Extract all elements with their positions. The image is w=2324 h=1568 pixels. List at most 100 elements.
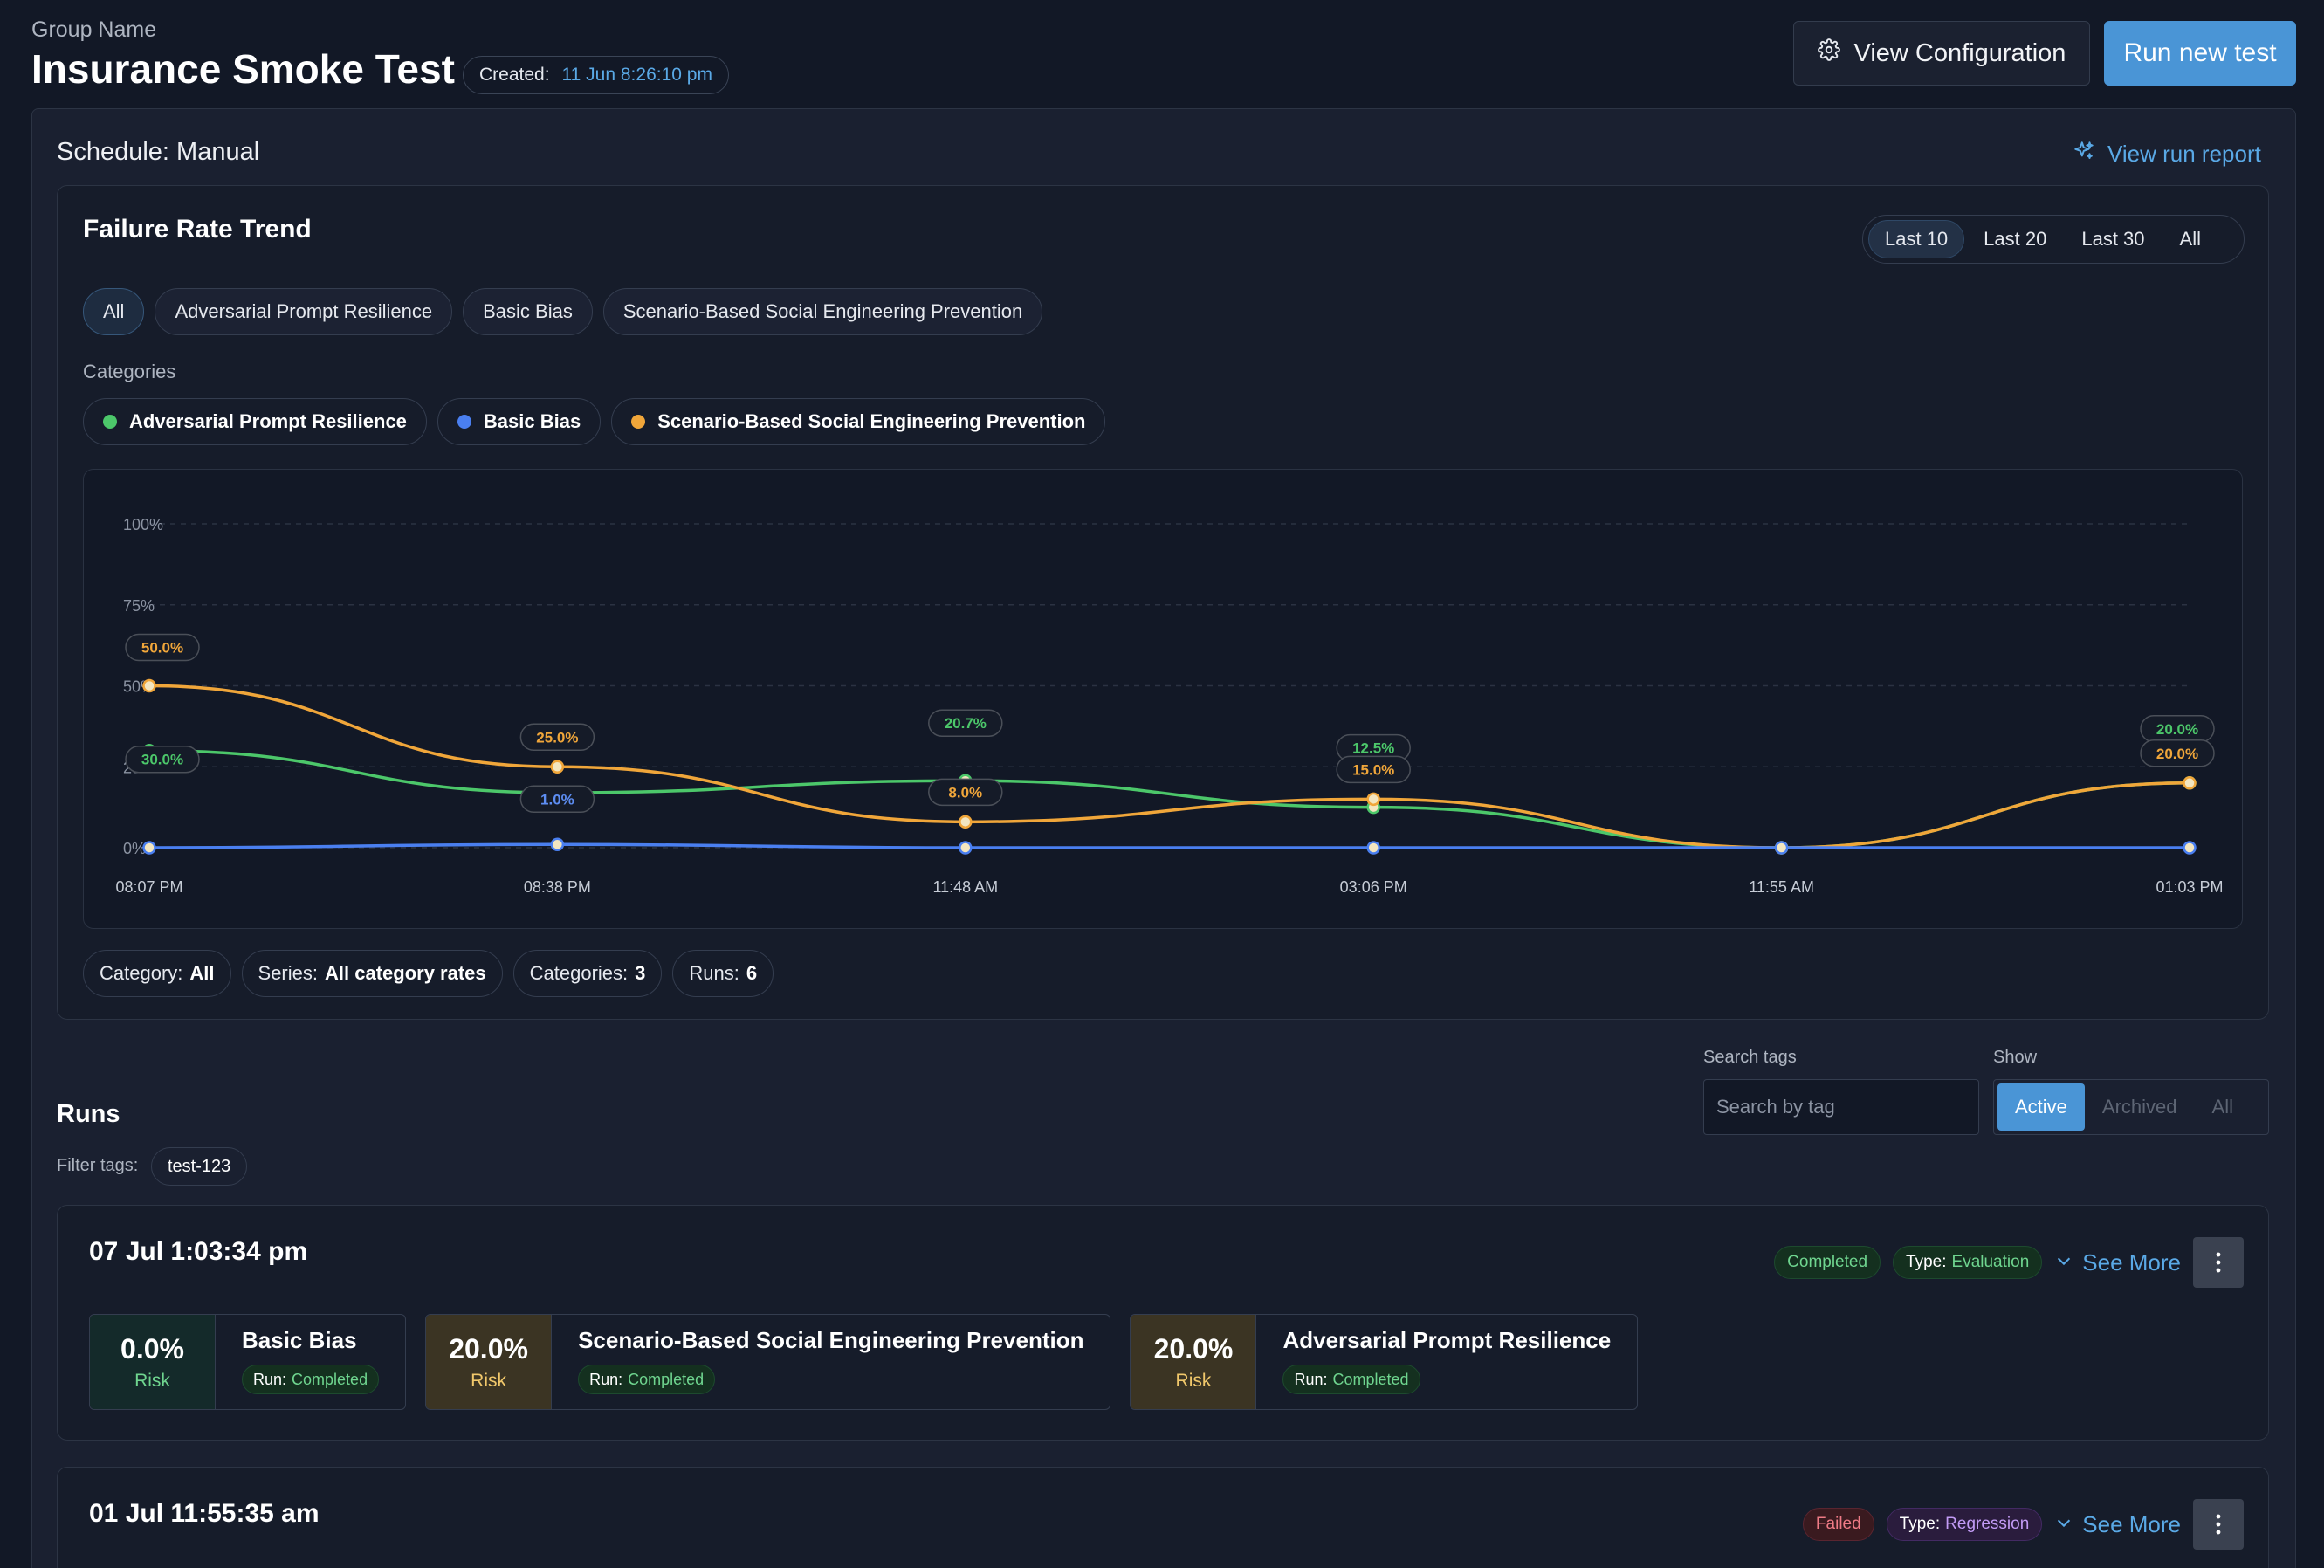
risk-card[interactable]: 20.0% Risk Adversarial Prompt Resilience…	[1130, 1314, 1639, 1410]
run-status-badge: Run: Completed	[242, 1365, 380, 1394]
data-label: 25.0%	[536, 729, 578, 746]
risk-card[interactable]: 0.0% Risk Basic Bias Run: Completed	[89, 1314, 407, 1410]
risk-percent: 20.0%	[449, 1332, 528, 1365]
data-point	[550, 837, 565, 852]
legend-social-engineering[interactable]: Scenario-Based Social Engineering Preven…	[611, 398, 1106, 445]
filter-chip-social-engineering[interactable]: Scenario-Based Social Engineering Preven…	[602, 288, 1043, 335]
risk-category-name: Basic Bias	[242, 1327, 357, 1353]
risk-score: 20.0% Risk	[1131, 1315, 1257, 1409]
summary-key: Categories:	[529, 962, 629, 984]
range-all[interactable]: All	[2179, 228, 2201, 250]
data-point	[1366, 792, 1380, 807]
data-label-pill	[519, 723, 595, 751]
view-configuration-button[interactable]: View Configuration	[1793, 21, 2090, 86]
summary-categories: Categories: 3	[512, 950, 663, 997]
summary-key: Series:	[258, 962, 318, 984]
summary-value: 3	[635, 962, 646, 984]
legend-basic-bias[interactable]: Basic Bias	[437, 398, 602, 445]
x-tick-label: 08:38 PM	[524, 878, 591, 896]
run-card: 01 Jul 11:55:35 am Failed Type: Regressi…	[57, 1467, 2269, 1568]
show-toggle: Active Archived All	[1993, 1079, 2269, 1135]
x-tick-label: 01:03 PM	[2156, 878, 2223, 896]
see-more-label: See More	[2082, 1248, 2181, 1276]
status-badge: Failed	[1802, 1508, 1874, 1541]
filter-chip-basic-bias[interactable]: Basic Bias	[463, 288, 593, 335]
run-status-badge: Run: Completed	[1282, 1365, 1420, 1394]
chart-legend: Adversarial Prompt Resilience Basic Bias…	[83, 398, 1106, 445]
kebab-icon	[2216, 1252, 2221, 1273]
run-status-key: Run:	[1294, 1370, 1328, 1388]
legend-dot-orange	[631, 415, 646, 429]
created-badge: Created: 11 Jun 8:26:10 pm	[463, 56, 729, 94]
risk-card[interactable]: 20.0% Risk Scenario-Based Social Enginee…	[425, 1314, 1111, 1410]
risk-info: Scenario-Based Social Engineering Preven…	[552, 1315, 1110, 1409]
data-label-pill	[125, 633, 200, 662]
data-label-pill	[928, 709, 1003, 737]
schedule-label: Schedule: Manual	[57, 138, 260, 166]
view-run-report-label: View run report	[2107, 141, 2261, 167]
risk-label: Risk	[134, 1370, 170, 1391]
see-more-button[interactable]: See More	[2054, 1511, 2181, 1538]
risk-info: Adversarial Prompt Resilience Run: Compl…	[1256, 1315, 1637, 1409]
x-tick-label: 11:48 AM	[932, 878, 998, 896]
data-label: 15.0%	[1352, 761, 1394, 778]
series-line	[148, 684, 2190, 849]
data-label: 20.0%	[2156, 721, 2198, 738]
tag-chip[interactable]: test-123	[151, 1147, 248, 1186]
show-archived-button[interactable]: Archived	[2101, 1096, 2177, 1118]
status-badge: Completed	[1774, 1246, 1881, 1279]
risk-category-name: Scenario-Based Social Engineering Preven…	[578, 1327, 1084, 1353]
data-label-pill	[2140, 739, 2215, 767]
data-point	[2183, 776, 2197, 790]
run-card: 07 Jul 1:03:34 pm Completed Type: Evalua…	[57, 1205, 2269, 1441]
filter-chip-adversarial[interactable]: Adversarial Prompt Resilience	[155, 288, 453, 335]
see-more-button[interactable]: See More	[2054, 1249, 2181, 1276]
run-status-value: Completed	[292, 1370, 368, 1388]
chevron-down-icon	[2054, 1249, 2073, 1276]
search-tags-input[interactable]	[1703, 1079, 1979, 1135]
chart-summary: Category: All Series: All category rates…	[83, 950, 774, 997]
run-status-key: Run:	[253, 1370, 287, 1388]
runs-title: Runs	[57, 1100, 120, 1128]
show-label: Show	[1993, 1048, 2038, 1067]
summary-value: All	[189, 962, 215, 984]
range-last-30[interactable]: Last 30	[2081, 228, 2145, 250]
summary-key: Runs:	[689, 962, 739, 984]
data-label: 1.0%	[540, 791, 574, 808]
data-label: 30.0%	[141, 752, 183, 768]
run-status-key: Run:	[589, 1370, 623, 1388]
page-title: Insurance Smoke Test	[31, 46, 455, 92]
type-key: Type:	[1906, 1253, 1947, 1271]
failure-rate-trend-title: Failure Rate Trend	[83, 215, 312, 244]
show-active-button[interactable]: Active	[1997, 1083, 2085, 1131]
data-point	[1366, 841, 1380, 855]
data-label-pill	[1336, 755, 1411, 784]
type-value: Evaluation	[1951, 1253, 2030, 1271]
risk-category-name: Adversarial Prompt Resilience	[1282, 1327, 1612, 1353]
show-all-button[interactable]: All	[2211, 1096, 2233, 1118]
range-last-20[interactable]: Last 20	[1984, 228, 2047, 250]
run-card-actions: Completed Type: Evaluation See More	[1774, 1237, 2244, 1288]
legend-adversarial[interactable]: Adversarial Prompt Resilience	[83, 398, 427, 445]
data-point	[959, 841, 973, 855]
run-new-test-button[interactable]: Run new test	[2104, 21, 2296, 86]
more-options-button[interactable]	[2193, 1499, 2244, 1550]
more-options-button[interactable]	[2193, 1237, 2244, 1288]
range-selector: Last 10 Last 20 Last 30 All	[1862, 215, 2245, 264]
summary-category: Category: All	[83, 950, 231, 997]
range-last-10[interactable]: Last 10	[1868, 220, 1965, 258]
filter-chip-all[interactable]: All	[83, 288, 145, 335]
data-label: 20.0%	[2156, 746, 2198, 762]
run-status-value: Completed	[1332, 1370, 1409, 1388]
chevron-down-icon	[2054, 1511, 2073, 1538]
risk-label: Risk	[471, 1370, 506, 1391]
view-run-report-link[interactable]: View run report	[2073, 140, 2261, 168]
created-label: Created:	[479, 65, 550, 85]
legend-label: Adversarial Prompt Resilience	[129, 410, 407, 432]
legend-label: Scenario-Based Social Engineering Preven…	[657, 410, 1086, 432]
run-date: 07 Jul 1:03:34 pm	[89, 1237, 308, 1266]
data-point	[142, 841, 156, 855]
risk-results: 0.0% Risk Basic Bias Run: Completed 20.0…	[89, 1314, 1639, 1410]
gear-icon	[1817, 38, 1840, 68]
